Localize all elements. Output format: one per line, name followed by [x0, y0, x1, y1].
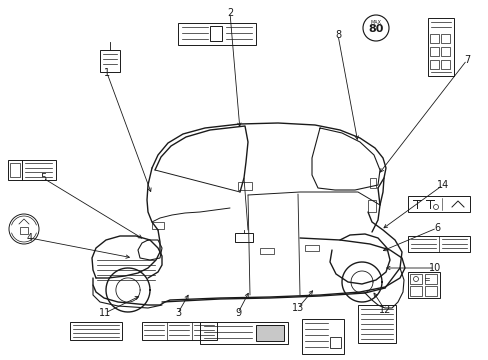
Text: 6: 6 — [433, 223, 439, 233]
Text: 1: 1 — [104, 68, 110, 78]
Bar — [142, 322, 217, 340]
Bar — [8, 160, 56, 180]
Bar — [302, 319, 343, 354]
Text: 8: 8 — [334, 30, 340, 40]
Bar — [424, 286, 436, 296]
Bar — [20, 227, 28, 234]
Text: 7: 7 — [463, 55, 469, 65]
Bar — [407, 272, 439, 298]
Text: MAX: MAX — [370, 19, 381, 24]
Text: 12: 12 — [378, 305, 390, 315]
Bar — [200, 322, 287, 344]
Text: 3: 3 — [175, 308, 181, 318]
Bar — [429, 34, 438, 43]
Text: 9: 9 — [234, 308, 241, 318]
Bar — [440, 34, 449, 43]
Bar — [429, 47, 438, 56]
Text: 13: 13 — [291, 303, 304, 313]
Bar — [429, 60, 438, 69]
Bar — [10, 163, 20, 177]
Bar — [256, 325, 284, 341]
Bar — [238, 182, 251, 190]
Bar — [235, 233, 252, 242]
Bar — [407, 236, 469, 252]
Bar — [209, 26, 222, 41]
Bar — [369, 178, 375, 188]
Bar — [440, 47, 449, 56]
Bar — [329, 337, 340, 348]
Bar — [178, 23, 256, 45]
Text: 80: 80 — [367, 24, 383, 34]
Text: 4: 4 — [27, 233, 33, 243]
Bar — [407, 196, 469, 212]
Text: 2: 2 — [226, 8, 233, 18]
Bar — [440, 60, 449, 69]
Bar — [424, 274, 436, 284]
Text: 10: 10 — [428, 263, 440, 273]
Bar — [305, 245, 318, 251]
Bar — [152, 222, 163, 229]
Bar — [260, 248, 273, 254]
Text: 5: 5 — [40, 173, 46, 183]
Bar — [70, 322, 122, 340]
Bar — [256, 325, 284, 341]
Bar — [100, 50, 120, 72]
Bar — [357, 305, 395, 343]
Bar — [427, 18, 453, 76]
Text: 14: 14 — [436, 180, 448, 190]
Bar — [409, 274, 421, 284]
Bar — [409, 286, 421, 296]
Text: 11: 11 — [99, 308, 111, 318]
Bar — [367, 200, 375, 212]
